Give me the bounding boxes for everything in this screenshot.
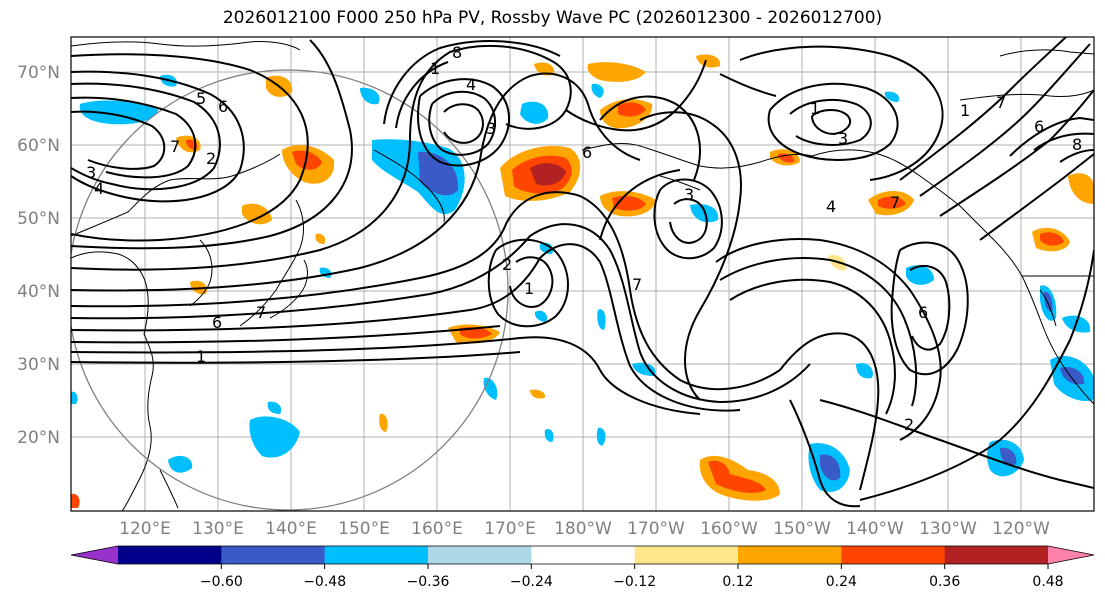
contour-label: 4 (466, 75, 476, 94)
contour-label: 2 (502, 255, 512, 274)
contour-label: 1 (196, 347, 206, 366)
lat-label: 40°N (17, 282, 60, 302)
contour-label: 3 (838, 129, 848, 148)
map-title: 2026012100 F000 250 hPa PV, Rossby Wave … (222, 8, 883, 28)
contour-labels: 6 7 2 3 4 5 1 4 3 8 1 4 3 6 2 1 7 6 7 1 … (86, 43, 1082, 434)
contour-label: 6 (212, 313, 222, 332)
contour-label: 2 (904, 415, 914, 434)
lon-label: 150°W (773, 519, 831, 539)
latitude-labels: 20°N 30°N 40°N 50°N 60°N 70°N (17, 63, 60, 448)
lon-label: 120°E (119, 519, 171, 539)
contour-label: 7 (256, 303, 266, 322)
contour-label: 7 (632, 275, 642, 294)
colorbar-bin (738, 546, 842, 564)
colorbar-bin (324, 546, 429, 564)
lon-label: 130°E (192, 519, 244, 539)
contour-label: 7 (996, 93, 1006, 112)
contour-label: 1 (524, 279, 534, 298)
colorbar: −0.60 −0.48 −0.36 −0.24 −0.12 0.12 0.24 0.36 0.4… (70, 545, 1095, 590)
contour-label: 6 (1034, 117, 1044, 136)
contour-label: 6 (582, 143, 592, 162)
lon-label: 160°E (411, 519, 463, 539)
colorbar-bin (221, 546, 326, 564)
colorbar-bin (118, 546, 222, 564)
lon-label: 120°W (992, 519, 1050, 539)
contour-label: 4 (94, 179, 104, 198)
neg-anomaly-kamchatka-core (418, 151, 459, 196)
lon-label: 130°W (919, 519, 977, 539)
colorbar-bin (428, 546, 532, 564)
colorbar-bin (531, 546, 636, 564)
contour-label: 3 (86, 163, 96, 182)
colorbar-outline (70, 545, 1095, 565)
contour-label: 3 (486, 119, 496, 138)
colorbar-tick-label: −0.60 (200, 574, 243, 590)
colorbar-tick-label: 0.12 (722, 574, 753, 590)
contour-label: 7 (890, 193, 900, 212)
lat-label: 30°N (17, 355, 60, 375)
contour-label: 2 (206, 149, 216, 168)
contour-label: 1 (430, 59, 440, 78)
lon-label: 170°E (484, 519, 536, 539)
contour-label: 6 (918, 303, 928, 322)
contours (71, 37, 1094, 508)
lon-label: 160°W (700, 519, 758, 539)
contour-label: 6 (218, 97, 228, 116)
lon-label: 140°E (265, 519, 317, 539)
colorbar-bin (944, 546, 1049, 564)
radius-circle (71, 69, 509, 511)
pos-anomaly-bering-core (530, 163, 566, 186)
colorbar-tick-label: −0.24 (510, 574, 553, 590)
colorbar-tick-label: −0.48 (303, 574, 346, 590)
contour-label: 1 (960, 101, 970, 120)
colorbar-tick-label: −0.36 (407, 574, 450, 590)
lon-label: 140°W (846, 519, 904, 539)
lon-label: 170°W (627, 519, 685, 539)
contour-label: 3 (684, 185, 694, 204)
lon-label: 150°E (338, 519, 390, 539)
colorbar-bin (634, 546, 739, 564)
colorbar-tick-label: 0.24 (826, 574, 857, 590)
colorbar-extend-min (71, 546, 118, 564)
lat-label: 20°N (17, 428, 60, 448)
longitude-labels: 120°E 130°E 140°E 150°E 160°E 170°E 180°… (119, 519, 1050, 539)
colorbar-extend-max (1048, 546, 1094, 564)
contour-label: 7 (170, 137, 180, 156)
map-frame (70, 36, 1095, 512)
colorbar-tick-label: −0.12 (613, 574, 656, 590)
contour-label: 4 (826, 197, 836, 216)
colorbar-tick-label: 0.48 (1032, 574, 1063, 590)
lat-label: 70°N (17, 63, 60, 83)
colorbar-bin (841, 546, 946, 564)
contour-label: 5 (196, 89, 206, 108)
colorbar-tick-label: 0.36 (929, 574, 960, 590)
lat-label: 60°N (17, 136, 60, 156)
neg-anomaly-west (79, 100, 159, 125)
contour-label: 8 (452, 43, 462, 62)
contour-label: 1 (810, 99, 820, 118)
contour-label: 8 (1072, 135, 1082, 154)
lon-label: 180°W (554, 519, 612, 539)
lat-label: 50°N (17, 209, 60, 229)
coastlines (71, 41, 1094, 511)
